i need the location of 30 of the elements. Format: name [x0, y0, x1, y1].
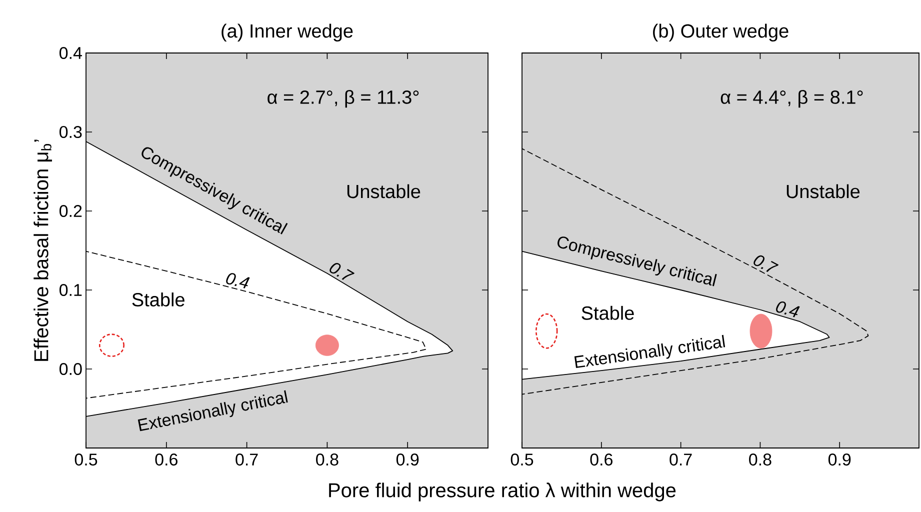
y-axis-title: Effective basal friction μ$_{b}$’: [34, 140, 52, 361]
annotation: α = 2.7°, β = 11.3°: [268, 90, 419, 108]
x-tick-label: 0.8: [749, 454, 772, 466]
x-tick-label: 0.6: [155, 454, 178, 466]
annotation: Unstable: [347, 184, 420, 198]
x-tick-label: 0.5: [74, 454, 98, 466]
y-tick-label: 0.3: [59, 126, 82, 138]
annotation: Unstable: [786, 184, 860, 198]
y-tick-label: 0.2: [59, 204, 82, 218]
x-tick-label: 0.6: [590, 454, 612, 466]
x-tick-label: 0.7: [236, 454, 258, 466]
annotation: α = 4.4°, β = 8.1°: [720, 90, 863, 108]
y-tick-label: 0.1: [59, 284, 82, 296]
y-tick-label: 0.0: [59, 362, 82, 376]
x-tick-label: 0.7: [670, 454, 692, 466]
text: 0.7: [330, 263, 355, 280]
text: 0.7: [754, 255, 779, 272]
x-axis-title: Pore fluid pressure ratio λ within wedge: [329, 482, 676, 502]
chart-title: (b) Outer wedge: [653, 24, 788, 42]
x-tick-label: 0.9: [396, 454, 419, 466]
annotation: Stable: [582, 306, 634, 320]
annotation: Extensionally critical: [574, 334, 726, 368]
x-tick-label: 0.5: [510, 454, 534, 466]
x-tick-label: 0.9: [828, 454, 851, 466]
chart-title: (a) Inner wedge: [222, 24, 353, 42]
x-tick-label: 0.8: [316, 454, 338, 466]
annotation: Stable: [132, 292, 184, 306]
y-tick-label: 0.4: [59, 46, 82, 60]
text: 0.4: [226, 273, 250, 288]
text: 0.4: [776, 301, 800, 318]
